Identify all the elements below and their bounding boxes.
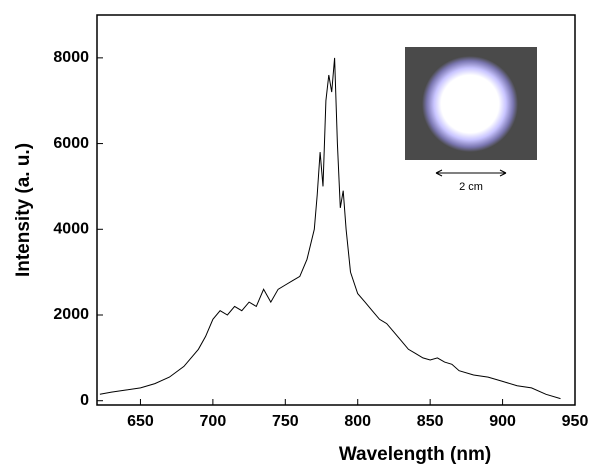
inset-photo: 2 cm bbox=[405, 47, 537, 193]
x-tick-label: 750 bbox=[272, 413, 299, 430]
x-tick-label: 650 bbox=[127, 413, 154, 430]
y-tick-label: 0 bbox=[80, 392, 89, 409]
arrow-heads bbox=[435, 169, 507, 177]
x-tick-label: 900 bbox=[489, 413, 516, 430]
y-tick-label: 6000 bbox=[53, 135, 89, 152]
x-tick-label: 950 bbox=[562, 413, 589, 430]
spectrum-line bbox=[99, 57, 561, 400]
x-tick-label: 850 bbox=[417, 413, 444, 430]
x-tick-label: 700 bbox=[200, 413, 227, 430]
x-tick-label: 800 bbox=[344, 413, 371, 430]
y-tick-label: 4000 bbox=[53, 221, 89, 238]
scale-label: 2 cm bbox=[459, 181, 483, 193]
y-axis-label: Intensity (a. u.) bbox=[13, 143, 34, 277]
x-axis-label: Wavelength (nm) bbox=[339, 444, 491, 465]
y-tick-label: 8000 bbox=[53, 49, 89, 66]
y-tick-label: 2000 bbox=[53, 306, 89, 323]
light-spot bbox=[422, 56, 518, 152]
plot-frame bbox=[96, 14, 576, 406]
